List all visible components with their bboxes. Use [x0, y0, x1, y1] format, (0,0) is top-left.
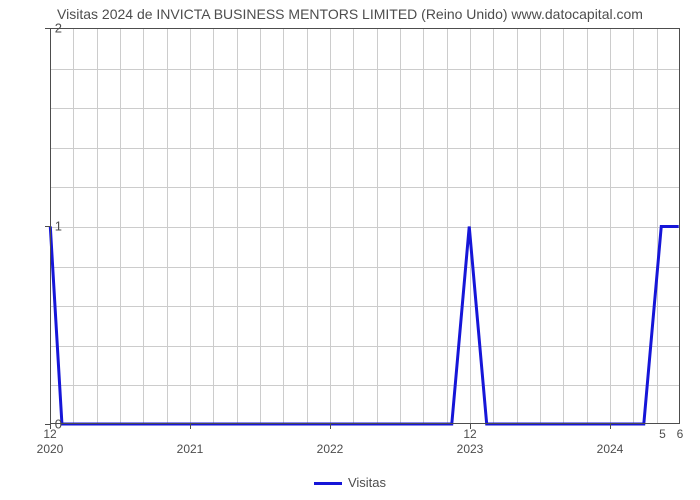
x-tick-label-year: 2021 [177, 442, 204, 456]
x-tick-label-year: 2023 [457, 442, 484, 456]
x-tick-label-year: 2022 [317, 442, 344, 456]
plot-area [50, 28, 680, 424]
chart-container: Visitas 2024 de INVICTA BUSINESS MENTORS… [0, 0, 700, 500]
x-tick-mark [190, 424, 191, 429]
legend: Visitas [0, 475, 700, 490]
y-tick-mark [45, 226, 50, 227]
x-tick-label-month: 12 [463, 427, 476, 441]
x-tick-label-year: 2024 [597, 442, 624, 456]
x-tick-mark [50, 424, 51, 429]
x-axis [50, 423, 679, 424]
x-tick-label-month: 12 [43, 427, 56, 441]
x-tick-label-month: 5 [659, 427, 666, 441]
x-tick-mark [610, 424, 611, 429]
legend-label: Visitas [348, 475, 386, 490]
legend-swatch [314, 482, 342, 485]
line-series [50, 29, 679, 424]
chart-title: Visitas 2024 de INVICTA BUSINESS MENTORS… [0, 6, 700, 22]
x-tick-mark [470, 424, 471, 429]
y-tick-mark [45, 28, 50, 29]
series-line [50, 227, 678, 425]
x-tick-label-year: 2020 [37, 442, 64, 456]
x-tick-mark [330, 424, 331, 429]
x-tick-label-month: 6 [677, 427, 684, 441]
